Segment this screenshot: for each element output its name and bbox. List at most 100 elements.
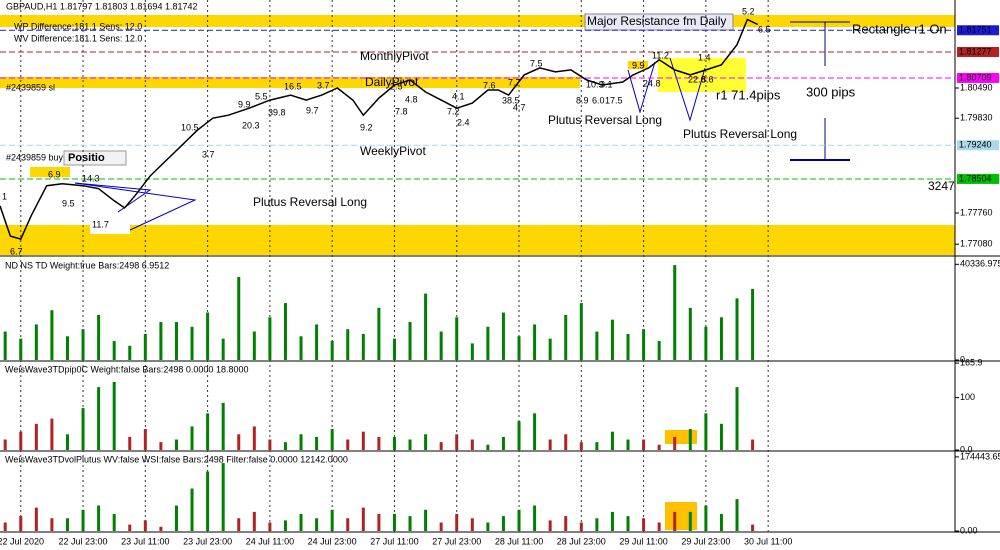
histogram-bar bbox=[626, 516, 630, 531]
histogram-bar bbox=[283, 442, 287, 450]
histogram-bar bbox=[688, 307, 692, 360]
wave-label: 11.7 bbox=[92, 219, 109, 229]
histogram-bar bbox=[486, 444, 490, 450]
x-tick-label: 23 Jul 11:00 bbox=[121, 536, 169, 546]
histogram-bar bbox=[221, 338, 225, 360]
arrow bbox=[74, 182, 152, 213]
histogram-bar bbox=[206, 413, 210, 450]
histogram-bar bbox=[564, 516, 568, 531]
histogram-bar bbox=[268, 522, 272, 531]
histogram-bar bbox=[206, 471, 210, 531]
wave-label: 6.9 bbox=[48, 169, 61, 179]
histogram-bar bbox=[455, 434, 459, 450]
histogram-bar bbox=[533, 505, 537, 531]
histogram-bar bbox=[3, 331, 7, 360]
histogram-bar bbox=[408, 439, 412, 450]
histogram-bar bbox=[579, 442, 583, 450]
histogram-bar bbox=[595, 331, 599, 360]
histogram-bar bbox=[455, 317, 459, 360]
panel-title: WeisWave3TDpip0C Weight:false Bars:2498 … bbox=[5, 364, 248, 374]
y-tick-label: 0.00 bbox=[960, 525, 978, 535]
histogram-bar bbox=[237, 518, 241, 531]
histogram-bar bbox=[424, 509, 428, 531]
histogram-bar bbox=[112, 514, 116, 531]
histogram-bar bbox=[65, 518, 69, 531]
wave-label: 8.9 bbox=[576, 95, 589, 105]
level-box bbox=[957, 25, 999, 36]
histogram-bar bbox=[128, 345, 132, 360]
histogram-bar bbox=[97, 505, 101, 531]
wave-label: 14.3 bbox=[82, 173, 100, 183]
annotation: Plutus Reversal Long bbox=[683, 127, 797, 141]
wave-label: 7.6 bbox=[483, 80, 496, 90]
wave-label: 3.7 bbox=[202, 149, 215, 159]
histogram-bar bbox=[361, 507, 365, 531]
histogram-bar bbox=[704, 413, 708, 450]
histogram-bar bbox=[19, 431, 23, 450]
wave-label: 17.5 bbox=[605, 95, 623, 105]
zone bbox=[30, 167, 70, 177]
histogram-bar bbox=[657, 522, 661, 531]
histogram-bar bbox=[548, 520, 552, 531]
y-tick-label: 1.79830 bbox=[960, 113, 993, 123]
wave-label: 3.7 bbox=[317, 80, 330, 90]
x-tick-label: 28 Jul 23:00 bbox=[557, 536, 606, 546]
histogram-bar bbox=[237, 276, 241, 360]
histogram-bar bbox=[315, 436, 319, 450]
wave-label: 20.3 bbox=[242, 120, 260, 130]
histogram-bar bbox=[548, 439, 552, 450]
annotation: 300 pips bbox=[806, 84, 856, 99]
histogram-bar bbox=[346, 518, 350, 531]
histogram-bar bbox=[470, 518, 474, 531]
level-label: 1.78504 bbox=[959, 173, 992, 183]
histogram-bar bbox=[501, 516, 505, 531]
y-tick-label: 1.77080 bbox=[960, 239, 993, 249]
annotation: Positio bbox=[68, 152, 105, 164]
level-label: 1.80709 bbox=[959, 72, 992, 82]
histogram-bar bbox=[34, 507, 38, 531]
histogram-bar bbox=[735, 499, 739, 531]
wave-label: 7.2 bbox=[447, 106, 460, 116]
indicator-info: WV Difference:181.1 Sens: 12.0 bbox=[14, 33, 142, 43]
label-box bbox=[90, 222, 130, 234]
histogram-bar bbox=[299, 336, 303, 360]
histogram-bar bbox=[486, 326, 490, 360]
histogram-bar bbox=[190, 426, 194, 450]
wave-label: 5.5 bbox=[255, 91, 268, 101]
histogram-bar bbox=[237, 434, 241, 450]
histogram-bar bbox=[221, 463, 225, 531]
histogram-bar bbox=[610, 511, 614, 531]
annotation: 3247 bbox=[928, 179, 955, 193]
annotation: #2439859 sl bbox=[6, 82, 55, 92]
histogram-bar bbox=[97, 314, 101, 360]
histogram-bar bbox=[610, 431, 614, 450]
highlight bbox=[665, 430, 697, 444]
histogram-bar bbox=[642, 518, 646, 531]
wave-label: 8.6 bbox=[701, 74, 714, 84]
histogram-bar bbox=[112, 381, 116, 450]
histogram-bar bbox=[128, 436, 132, 450]
histogram-bar bbox=[174, 322, 178, 360]
wave-label: 3.1 bbox=[600, 79, 613, 89]
histogram-bar bbox=[299, 514, 303, 531]
price-line bbox=[0, 18, 759, 241]
zone bbox=[658, 58, 746, 92]
histogram-bar bbox=[50, 310, 54, 360]
histogram-bar bbox=[159, 322, 163, 360]
wave-label: 4.7 bbox=[513, 102, 526, 112]
histogram-bar bbox=[564, 314, 568, 360]
level-label: 1.81751 bbox=[959, 25, 992, 35]
level-label: 1.79240 bbox=[959, 140, 992, 150]
histogram-bar bbox=[206, 312, 210, 360]
histogram-bar bbox=[81, 329, 85, 360]
histogram-bar bbox=[34, 324, 38, 360]
y-tick-label: 0.0 bbox=[960, 444, 973, 454]
annotation: DailyPivot bbox=[365, 75, 419, 89]
wave-label: 6.7 bbox=[10, 246, 23, 256]
histogram-bar bbox=[330, 341, 334, 360]
histogram-bar bbox=[346, 329, 350, 360]
x-tick-label: 27 Jul 11:00 bbox=[370, 536, 418, 546]
histogram-bar bbox=[751, 439, 755, 450]
annotation: MonthlyPivot bbox=[360, 49, 429, 63]
arrow bbox=[669, 57, 706, 122]
